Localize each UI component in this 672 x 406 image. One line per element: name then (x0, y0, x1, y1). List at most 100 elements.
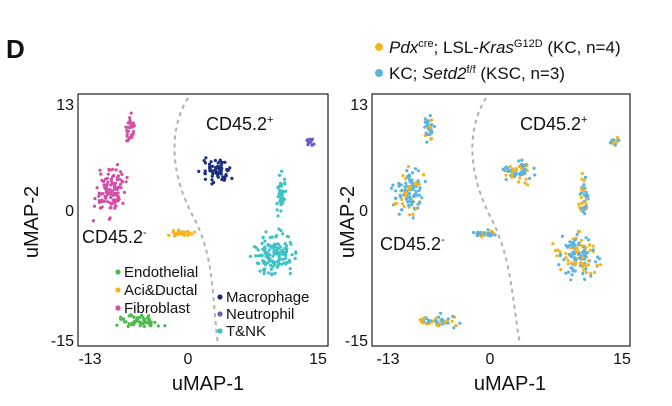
scatter-point (429, 125, 433, 129)
left-annotation-cd45-neg: CD45.2- (82, 227, 147, 247)
scatter-point (577, 202, 581, 206)
scatter-point (102, 179, 106, 184)
scatter-point (506, 166, 510, 170)
scatter-point (211, 172, 215, 176)
scatter-point (219, 163, 223, 167)
scatter-point (440, 318, 444, 322)
scatter-point (132, 321, 136, 325)
scatter-point (266, 256, 270, 260)
scatter-point (120, 180, 125, 184)
scatter-point (587, 263, 591, 267)
scatter-point (407, 185, 411, 189)
scatter-point (278, 183, 282, 187)
scatter-point (508, 164, 512, 168)
scatter-point (115, 323, 119, 327)
scatter-point (106, 200, 110, 204)
scatter-point (476, 230, 480, 234)
scatter-point (523, 181, 527, 185)
scatter-point (584, 202, 588, 206)
scatter-point (613, 143, 617, 147)
scatter-point (220, 160, 224, 164)
scatter-point (407, 203, 411, 208)
scatter-point (287, 258, 292, 263)
scatter-point (113, 206, 117, 210)
scatter-point (282, 177, 286, 181)
scatter-point (556, 248, 560, 252)
scatter-point (583, 277, 587, 281)
scatter-point (119, 182, 123, 186)
scatter-point (520, 173, 524, 177)
scatter-point (594, 260, 598, 264)
scatter-point (408, 213, 412, 217)
scatter-point (163, 324, 167, 328)
scatter-point (125, 129, 129, 133)
scatter-point (282, 197, 287, 201)
scatter-point (103, 177, 107, 181)
scatter-point (112, 174, 116, 178)
scatter-point (582, 206, 586, 210)
scatter-point (109, 202, 114, 206)
scatter-point (156, 324, 160, 328)
scatter-point (452, 326, 456, 330)
scatter-point (571, 237, 575, 241)
right-ytick-mid: 0 (359, 203, 368, 220)
scatter-point (408, 199, 412, 203)
scatter-point (411, 216, 415, 220)
scatter-point (142, 317, 146, 321)
scatter-point (391, 183, 395, 187)
scatter-point (478, 232, 483, 236)
right-yaxis-title: uMAP-2 (337, 186, 359, 258)
scatter-point (122, 190, 126, 195)
scatter-point (581, 189, 585, 193)
scatter-point (587, 243, 592, 247)
scatter-point (586, 259, 590, 263)
left-ytick-mid: 0 (65, 203, 74, 220)
scatter-point (528, 176, 532, 181)
scatter-point (412, 194, 416, 199)
scatter-point (110, 190, 114, 194)
left-xaxis-title: uMAP-1 (172, 373, 244, 395)
scatter-point (312, 142, 316, 146)
scatter-point (284, 189, 288, 193)
scatter-point (219, 165, 223, 170)
scatter-point (589, 271, 593, 275)
scatter-point (188, 231, 192, 235)
scatter-point (130, 132, 134, 137)
scatter-point (435, 323, 440, 328)
scatter-point (109, 195, 113, 199)
scatter-point (423, 125, 427, 129)
scatter-point (248, 254, 252, 258)
scatter-point (410, 203, 414, 207)
scatter-point (266, 254, 270, 258)
scatter-point (279, 209, 283, 213)
scatter-point (124, 180, 128, 184)
scatter-point (524, 177, 528, 181)
scatter-point (104, 196, 108, 200)
scatter-point (273, 260, 277, 264)
scatter-point (429, 137, 433, 141)
scatter-point (269, 245, 274, 249)
scatter-point (407, 192, 412, 196)
scatter-point (264, 230, 268, 234)
scatter-point (153, 320, 157, 324)
scatter-point (131, 130, 136, 134)
scatter-point (581, 271, 585, 276)
scatter-point (108, 206, 112, 210)
legend-dot-fibroblast (115, 305, 121, 311)
scatter-point (568, 240, 572, 244)
scatter-point (276, 195, 280, 199)
scatter-point (571, 250, 575, 254)
scatter-point (213, 158, 217, 163)
scatter-point (226, 168, 231, 172)
scatter-point (282, 257, 286, 261)
legend-label-macrophage: Macrophage (226, 289, 309, 306)
scatter-point (429, 118, 433, 122)
scatter-point (514, 167, 518, 171)
scatter-point (280, 191, 285, 196)
legend-dot-macrophage (217, 294, 223, 300)
legend-dot-endothelial (115, 269, 121, 275)
scatter-point (591, 244, 595, 248)
scatter-point (281, 252, 285, 256)
scatter-point (223, 160, 227, 164)
